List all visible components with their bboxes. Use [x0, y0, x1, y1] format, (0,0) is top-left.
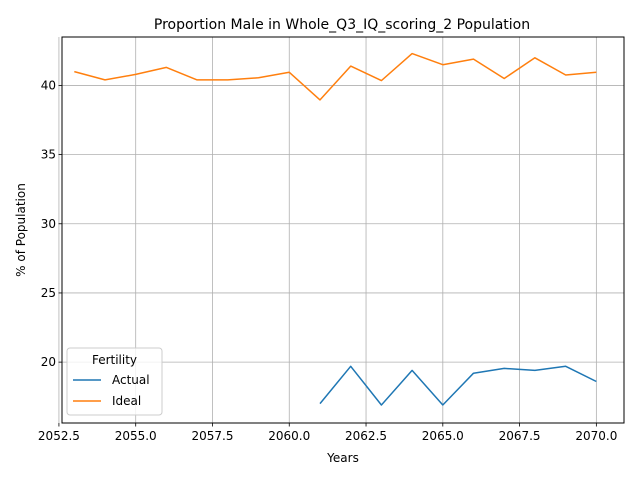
grid-lines [58, 37, 624, 423]
series-line-ideal [74, 52, 597, 101]
x-tick-label: 2052.5 [38, 429, 80, 443]
y-tick-label: 20 [41, 355, 56, 369]
plot-frame [61, 36, 625, 424]
x-tick-label: 2070.0 [575, 429, 617, 443]
y-axis-label: % of Population [14, 183, 28, 277]
x-tick-label: 2062.5 [345, 429, 387, 443]
x-axis-ticks: 2052.5 2055.0 2057.5 2060.0 2062.5 2065.0 2067… [38, 423, 617, 443]
legend-box [66, 347, 163, 416]
x-axis-label: Years [326, 451, 359, 465]
x-tick-label: 2065.0 [422, 429, 464, 443]
series-line-actual [319, 365, 597, 406]
legend-title: Fertility [92, 353, 137, 367]
x-tick-label: 2067.5 [499, 429, 541, 443]
x-tick-label: 2055.0 [115, 429, 157, 443]
chart-title: Proportion Male in Whole_Q3_IQ_scoring_2… [154, 17, 530, 33]
x-tick-label: 2057.5 [191, 429, 233, 443]
y-tick-label: 35 [41, 148, 56, 162]
legend-label-ideal: Ideal [112, 394, 141, 408]
y-tick-label: 30 [41, 217, 56, 231]
y-axis-ticks: 20 25 30 35 40 [41, 78, 62, 369]
series-lines [74, 52, 597, 406]
legend: Fertility Actual Ideal [66, 347, 163, 416]
y-tick-label: 40 [41, 78, 56, 92]
legend-label-actual: Actual [112, 373, 150, 387]
y-tick-label: 25 [41, 286, 56, 300]
x-tick-label: 2060.0 [268, 429, 310, 443]
